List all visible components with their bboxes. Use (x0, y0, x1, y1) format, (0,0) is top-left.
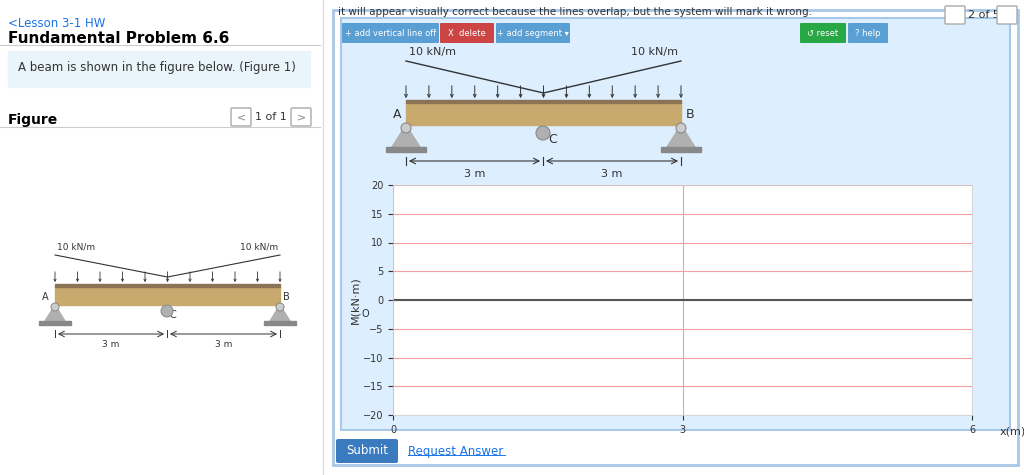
Text: ? help: ? help (855, 28, 881, 38)
Y-axis label: M(kN·m): M(kN·m) (350, 276, 360, 324)
Text: 10 kN/m: 10 kN/m (57, 243, 95, 252)
Text: X  delete: X delete (449, 28, 485, 38)
Text: 3 m: 3 m (102, 340, 120, 349)
Text: 3 m: 3 m (215, 340, 232, 349)
Circle shape (161, 305, 173, 317)
FancyBboxPatch shape (800, 23, 846, 43)
Circle shape (536, 126, 550, 140)
Text: Submit: Submit (346, 445, 388, 457)
Text: 2 of 5: 2 of 5 (968, 10, 999, 20)
Bar (8, 51, 310, 87)
Text: <: < (237, 112, 246, 122)
Text: 3 m: 3 m (464, 169, 485, 179)
Bar (406, 100, 681, 103)
Text: <: < (949, 9, 961, 21)
X-axis label: x(m): x(m) (999, 427, 1024, 437)
FancyBboxPatch shape (291, 108, 311, 126)
Text: O: O (361, 309, 369, 319)
Text: Request Answer: Request Answer (408, 445, 503, 457)
Bar (386, 147, 426, 152)
Circle shape (51, 303, 59, 311)
Circle shape (676, 123, 686, 133)
Bar (341, 18, 1010, 430)
Text: Figure: Figure (8, 113, 58, 127)
Bar (333, 10, 1018, 465)
Text: <Lesson 3-1 HW: <Lesson 3-1 HW (8, 17, 105, 30)
Polygon shape (392, 125, 420, 147)
Text: it will appear visually correct because the lines overlap, but the system will m: it will appear visually correct because … (338, 7, 812, 17)
FancyBboxPatch shape (440, 23, 494, 43)
Bar (39, 321, 71, 325)
Text: B: B (283, 292, 290, 302)
Bar (662, 147, 701, 152)
Text: A beam is shown in the figure below. (Figure 1): A beam is shown in the figure below. (Fi… (18, 60, 296, 74)
Text: B: B (686, 107, 694, 121)
FancyBboxPatch shape (496, 23, 570, 43)
Text: 10 kN/m: 10 kN/m (409, 47, 456, 57)
Circle shape (401, 123, 411, 133)
Text: C: C (170, 310, 177, 320)
Polygon shape (667, 125, 695, 147)
Text: + add segment ▾: + add segment ▾ (497, 28, 569, 38)
Bar (55, 287, 280, 305)
Text: 3 m: 3 m (601, 169, 623, 179)
Bar (55, 284, 280, 287)
Text: >: > (1001, 9, 1013, 21)
Polygon shape (270, 305, 290, 321)
Circle shape (276, 303, 284, 311)
Bar (406, 103, 681, 125)
Text: 10 kN/m: 10 kN/m (631, 47, 678, 57)
FancyBboxPatch shape (997, 6, 1017, 24)
Polygon shape (45, 305, 65, 321)
Text: ↺ reset: ↺ reset (808, 28, 839, 38)
Text: 10 kN/m: 10 kN/m (240, 243, 278, 252)
Text: >: > (296, 112, 305, 122)
FancyBboxPatch shape (945, 6, 965, 24)
Text: A: A (392, 107, 401, 121)
Bar (264, 321, 296, 325)
Text: A: A (42, 292, 49, 302)
FancyBboxPatch shape (231, 108, 251, 126)
Text: 1 of 1: 1 of 1 (255, 112, 287, 122)
Text: + add vertical line off: + add vertical line off (345, 28, 436, 38)
FancyBboxPatch shape (342, 23, 439, 43)
FancyBboxPatch shape (336, 439, 398, 463)
Text: C: C (548, 133, 557, 146)
Text: Fundamental Problem 6.6: Fundamental Problem 6.6 (8, 31, 229, 46)
FancyBboxPatch shape (848, 23, 888, 43)
